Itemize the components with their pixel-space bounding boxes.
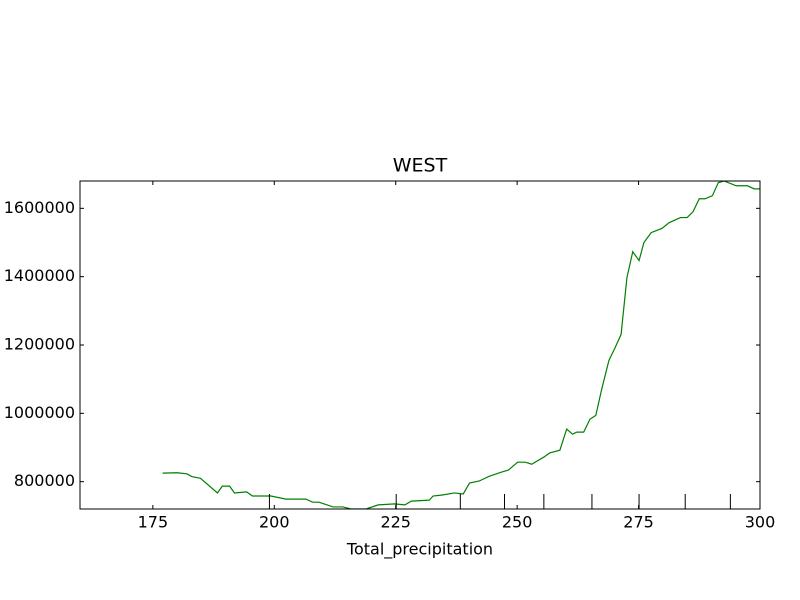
y-tick-label: 1400000 <box>4 266 75 285</box>
x-tick-label: 200 <box>259 513 290 532</box>
y-tick-label: 1200000 <box>4 335 75 354</box>
y-tick-label: 800000 <box>14 471 75 490</box>
data-line <box>162 181 760 509</box>
y-tick-label: 1000000 <box>4 403 75 422</box>
x-tick-label: 275 <box>623 513 654 532</box>
x-tick-label: 250 <box>502 513 533 532</box>
x-axis-label: Total_precipitation <box>346 540 493 560</box>
x-tick-label: 300 <box>745 513 776 532</box>
y-tick-label: 1600000 <box>4 198 75 217</box>
x-tick-label: 175 <box>138 513 169 532</box>
plot-area <box>162 181 760 509</box>
x-tick-label: 225 <box>380 513 411 532</box>
chart-title: WEST <box>393 155 448 177</box>
